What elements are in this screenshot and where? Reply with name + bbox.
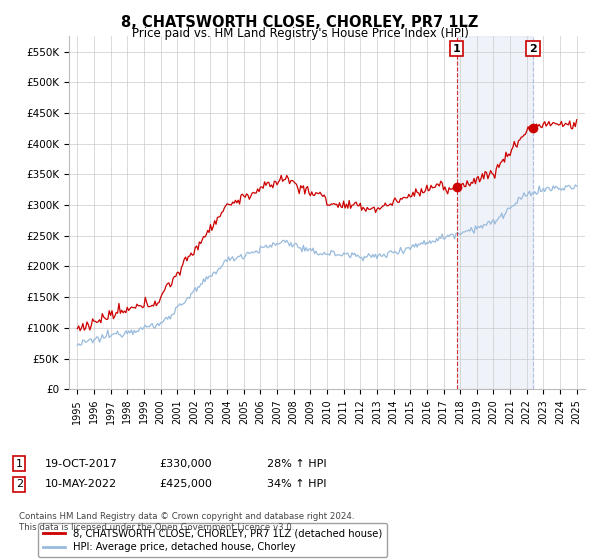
Text: Price paid vs. HM Land Registry's House Price Index (HPI): Price paid vs. HM Land Registry's House …: [131, 27, 469, 40]
Text: £425,000: £425,000: [159, 479, 212, 489]
Bar: [457, 36, 533, 389]
Text: 34% ↑ HPI: 34% ↑ HPI: [267, 479, 326, 489]
Text: 2: 2: [529, 44, 537, 54]
Text: 2: 2: [16, 479, 23, 489]
Text: £330,000: £330,000: [159, 459, 212, 469]
Text: 1: 1: [453, 44, 461, 54]
Text: 8, CHATSWORTH CLOSE, CHORLEY, PR7 1LZ: 8, CHATSWORTH CLOSE, CHORLEY, PR7 1LZ: [121, 15, 479, 30]
Text: 28% ↑ HPI: 28% ↑ HPI: [267, 459, 326, 469]
Legend: 8, CHATSWORTH CLOSE, CHORLEY, PR7 1LZ (detached house), HPI: Average price, deta: 8, CHATSWORTH CLOSE, CHORLEY, PR7 1LZ (d…: [38, 523, 387, 557]
Text: 10-MAY-2022: 10-MAY-2022: [45, 479, 117, 489]
Text: 19-OCT-2017: 19-OCT-2017: [45, 459, 118, 469]
Text: 1: 1: [16, 459, 23, 469]
Text: Contains HM Land Registry data © Crown copyright and database right 2024.
This d: Contains HM Land Registry data © Crown c…: [19, 512, 355, 532]
